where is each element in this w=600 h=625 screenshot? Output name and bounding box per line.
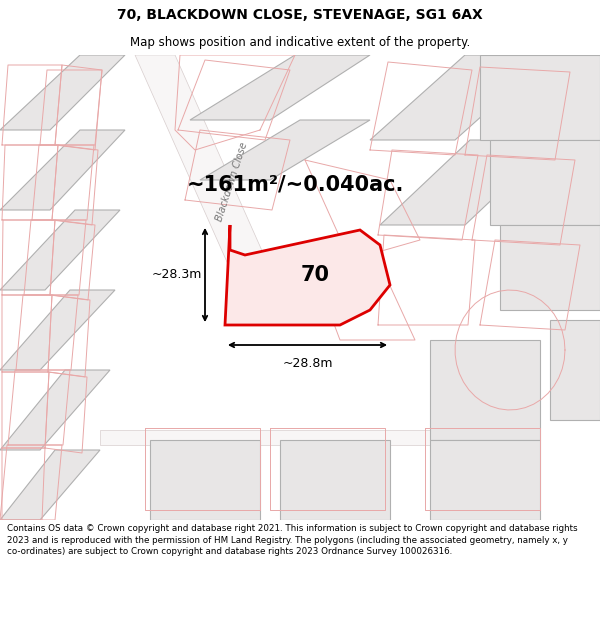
Text: Map shows position and indicative extent of the property.: Map shows position and indicative extent… (130, 36, 470, 49)
Polygon shape (500, 225, 600, 310)
Polygon shape (370, 55, 550, 140)
Polygon shape (0, 370, 110, 450)
Polygon shape (0, 130, 125, 210)
Text: 70: 70 (301, 265, 329, 285)
Polygon shape (380, 140, 555, 225)
Polygon shape (550, 320, 600, 420)
Polygon shape (480, 55, 600, 140)
Polygon shape (190, 55, 370, 120)
Text: ~28.3m: ~28.3m (152, 269, 202, 281)
Text: ~161m²/~0.040ac.: ~161m²/~0.040ac. (187, 175, 404, 195)
Polygon shape (150, 440, 260, 520)
Text: ~28.8m: ~28.8m (282, 357, 333, 370)
Text: Blackdown Close: Blackdown Close (214, 141, 250, 223)
Polygon shape (430, 340, 540, 440)
Polygon shape (0, 210, 120, 290)
Text: Contains OS data © Crown copyright and database right 2021. This information is : Contains OS data © Crown copyright and d… (7, 524, 578, 556)
Polygon shape (135, 55, 295, 325)
Text: 70, BLACKDOWN CLOSE, STEVENAGE, SG1 6AX: 70, BLACKDOWN CLOSE, STEVENAGE, SG1 6AX (117, 8, 483, 22)
Polygon shape (225, 225, 390, 325)
Polygon shape (0, 290, 115, 370)
Polygon shape (0, 450, 100, 520)
Polygon shape (100, 430, 500, 445)
Polygon shape (0, 55, 125, 130)
Polygon shape (280, 440, 390, 520)
Polygon shape (200, 120, 370, 180)
Polygon shape (490, 140, 600, 225)
Polygon shape (430, 440, 540, 520)
